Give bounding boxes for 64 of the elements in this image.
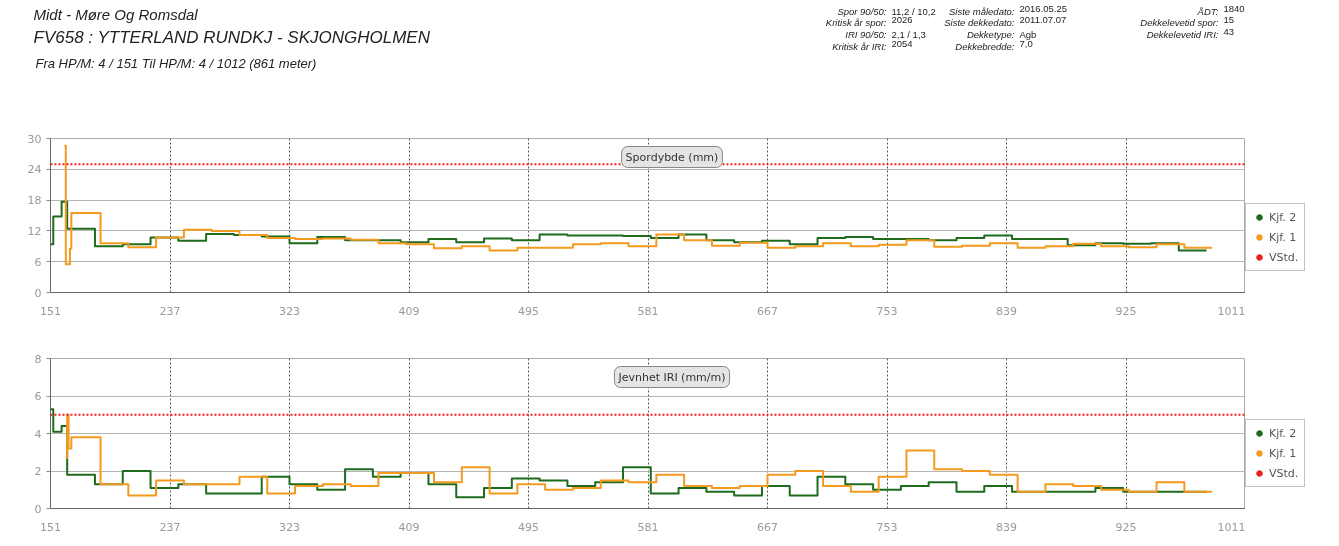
text: Siste måledato: xyxy=(949,5,1015,17)
legend-label: Kjf. 1 xyxy=(1269,446,1297,460)
y-tick-label: 12 xyxy=(27,224,42,238)
text: 11,2 / 10,2 xyxy=(891,5,936,17)
x-tick-label: 323 xyxy=(279,304,300,318)
text: Dekkelevetid spor: xyxy=(1140,17,1219,29)
x-tick-label: 495 xyxy=(518,520,539,534)
legend-label: VStd. xyxy=(1269,250,1299,264)
x-tick-label: 1011 xyxy=(1217,520,1246,534)
text: Kritisk år spor: xyxy=(825,17,887,29)
x-tick-label: 839 xyxy=(996,304,1017,318)
y-tick-label: 2 xyxy=(34,465,42,478)
text: 2054 xyxy=(891,37,913,49)
x-tick-label: 409 xyxy=(398,520,420,534)
x-tick-label: 581 xyxy=(637,304,659,318)
text: 43 xyxy=(1223,25,1235,37)
x-tick-label: 1011 xyxy=(1217,304,1246,318)
x-tick-label: 151 xyxy=(40,520,61,534)
text: 2016.05.25 xyxy=(1019,2,1068,14)
y-tick-label: 24 xyxy=(27,163,42,177)
legend-label: Kjf. 2 xyxy=(1269,426,1297,440)
text: 15 xyxy=(1223,14,1235,26)
text: ÅDT: xyxy=(1196,5,1219,17)
y-tick-label: 0 xyxy=(34,286,42,300)
legend-label: Kjf. 1 xyxy=(1269,230,1297,244)
y-tick-label: 18 xyxy=(27,194,42,208)
text: IRI 90/50: xyxy=(845,28,887,40)
legend-label: VStd. xyxy=(1269,466,1299,480)
x-tick-label: 237 xyxy=(159,520,181,534)
y-tick-label: 6 xyxy=(34,390,42,403)
x-tick-label: 925 xyxy=(1115,304,1137,318)
x-tick-label: 151 xyxy=(40,304,61,318)
text: Jevnhet IRI (mm/m) xyxy=(617,370,726,384)
x-tick-label: 667 xyxy=(757,520,778,534)
text: 2011.07.07 xyxy=(1019,14,1067,26)
y-tick-label: 8 xyxy=(34,352,42,366)
x-tick-label: 409 xyxy=(398,304,420,318)
text: 2026 xyxy=(891,14,913,26)
text: Dekkebredde: xyxy=(955,40,1015,52)
text: 1840 xyxy=(1223,2,1245,14)
x-tick-label: 581 xyxy=(637,520,659,534)
text: 2,1 / 1,3 xyxy=(891,28,926,40)
x-tick-label: 925 xyxy=(1115,520,1137,534)
text: Spordybde (mm) xyxy=(625,150,719,164)
text: Dekketype: xyxy=(966,28,1015,40)
text: Kritisk år IRI: xyxy=(832,40,887,52)
x-tick-label: 237 xyxy=(159,304,181,318)
x-tick-label: 323 xyxy=(279,520,300,534)
y-tick-label: 0 xyxy=(34,502,42,516)
x-tick-label: 495 xyxy=(518,304,539,318)
y-tick-label: 6 xyxy=(34,255,42,269)
x-tick-label: 753 xyxy=(876,304,898,318)
x-tick-label: 667 xyxy=(757,304,778,318)
text: FV658 : YTTERLAND RUNDKJ - SKJONGHOLMEN xyxy=(33,27,431,47)
text: Siste dekkedato: xyxy=(944,17,1015,29)
text: Fra HP/M: 4 / 151 Til HP/M: 4 / 1012 (861 meter) xyxy=(35,55,317,71)
text: Dekkelevetid IRI: xyxy=(1146,28,1219,40)
text: Midt - Møre Og Romsdal xyxy=(33,5,199,23)
x-tick-label: 839 xyxy=(996,520,1017,534)
legend-label: Kjf. 2 xyxy=(1269,210,1297,224)
text: Spor 90/50: xyxy=(837,5,887,17)
x-tick-label: 753 xyxy=(876,520,898,534)
y-tick-label: 4 xyxy=(34,427,42,441)
y-tick-label: 30 xyxy=(27,132,42,146)
